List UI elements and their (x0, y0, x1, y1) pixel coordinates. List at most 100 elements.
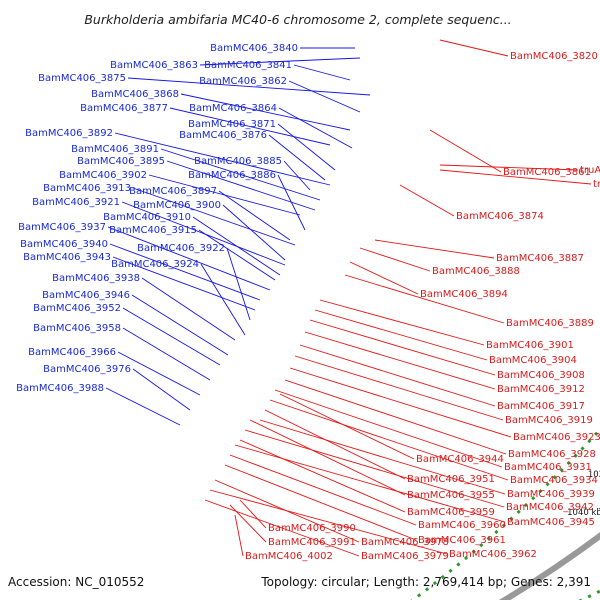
gene-label-forward[interactable]: BamMC406_3946 (42, 290, 130, 301)
gene-label-reverse[interactable]: trpA (593, 179, 600, 190)
gene-label-forward[interactable]: BamMC406_3868 (91, 89, 179, 100)
gene-label-forward[interactable]: BamMC406_3897 (129, 186, 217, 197)
gene-label-reverse[interactable]: BamMC406_3917 (497, 401, 585, 412)
red-leader-line (289, 367, 512, 438)
gene-label-reverse[interactable]: BamMC406_3939 (507, 489, 595, 500)
gene-label-forward[interactable]: BamMC406_3940 (20, 239, 108, 250)
red-leader-line (209, 489, 448, 555)
gene-label-reverse[interactable]: BamMC406_3960 (418, 520, 506, 531)
gene-label-forward[interactable]: BamMC406_3841 (204, 60, 292, 71)
red-leader-line (234, 444, 506, 523)
gene-label-reverse[interactable]: BamMC406_3887 (496, 253, 584, 264)
gene-label-reverse[interactable]: BamMC406_3894 (420, 289, 508, 300)
gene-label-reverse[interactable]: BamMC406_3904 (489, 355, 577, 366)
red-leader-line (239, 499, 267, 529)
gene-label-forward[interactable]: BamMC406_3900 (133, 200, 221, 211)
gene-label-reverse[interactable]: BamMC406_3991 (268, 537, 356, 548)
red-leader-line (264, 409, 406, 480)
red-leader-line (244, 429, 505, 508)
red-leader-line (304, 331, 496, 390)
blue-leader-line (107, 226, 271, 291)
blue-leader-line (277, 123, 336, 171)
gene-label-reverse[interactable]: BamMC406_3959 (407, 507, 495, 518)
blue-leader-line (218, 190, 291, 241)
gene-label-reverse[interactable]: BamMC406_3931 (504, 462, 592, 473)
red-leader-line (314, 309, 488, 361)
blue-leader-line (127, 77, 371, 96)
blue-leader-line (192, 216, 281, 276)
gene-label-forward[interactable]: BamMC406_3886 (188, 170, 276, 181)
gene-label-forward[interactable]: BamMC406_3938 (52, 273, 140, 284)
red-leader-line (319, 299, 485, 346)
gene-label-forward[interactable]: BamMC406_3915 (109, 225, 197, 236)
gene-label-reverse[interactable]: BamMC406_4002 (245, 551, 333, 562)
gene-label-forward[interactable]: BamMC406_3921 (32, 197, 120, 208)
gene-label-reverse[interactable]: BamMC406_3955 (407, 490, 495, 501)
gene-label-reverse[interactable]: BamMC406_3961 (418, 535, 506, 546)
gene-label-reverse[interactable]: truA (580, 165, 600, 176)
red-leader-line (249, 419, 406, 496)
gene-label-reverse[interactable]: BamMC406_3889 (506, 318, 594, 329)
gene-label-reverse[interactable]: BamMC406_3951 (407, 474, 495, 485)
gene-label-forward[interactable]: BamMC406_3875 (38, 73, 126, 84)
gene-label-forward[interactable]: BamMC406_3871 (188, 119, 276, 130)
gene-label-forward[interactable]: BamMC406_3895 (77, 156, 165, 167)
gene-label-reverse[interactable]: BamMC406_3861 (503, 167, 591, 178)
gene-label-forward[interactable]: BamMC406_3913 (43, 183, 131, 194)
blue-leader-line (122, 307, 221, 366)
gene-label-reverse[interactable]: BamMC406_3934 (510, 475, 598, 486)
gene-label-forward[interactable]: BamMC406_3988 (16, 383, 104, 394)
gene-label-forward[interactable]: BamMC406_3885 (194, 156, 282, 167)
gene-labels: BamMC406_3840 BamMC406_3863 BamMC406_3841 B… (16, 43, 600, 562)
gene-label-reverse[interactable]: BamMC406_3945 (507, 517, 595, 528)
gene-label-reverse[interactable]: BamMC406_3923 (513, 432, 600, 443)
gene-label-reverse[interactable]: BamMC406_3908 (497, 370, 585, 381)
gene-label-forward[interactable]: BamMC406_3958 (33, 323, 121, 334)
gene-label-forward[interactable]: BamMC406_3862 (199, 76, 287, 87)
gene-label-forward[interactable]: BamMC406_3922 (137, 243, 225, 254)
red-leader-line (229, 454, 417, 526)
gene-label-forward[interactable]: BamMC406_3863 (110, 60, 198, 71)
gene-label-reverse[interactable]: BamMC406_3944 (416, 454, 504, 465)
gene-label-forward[interactable]: BamMC406_3937 (18, 222, 106, 233)
gene-label-forward[interactable]: BamMC406_3876 (179, 130, 267, 141)
gene-label-forward[interactable]: BamMC406_3910 (103, 212, 191, 223)
gene-label-forward[interactable]: BamMC406_3976 (43, 364, 131, 375)
gene-label-reverse[interactable]: BamMC406_3874 (456, 211, 544, 222)
gene-label-forward[interactable]: BamMC406_3943 (23, 252, 111, 263)
gene-label-reverse[interactable]: BamMC406_3820 (510, 51, 598, 62)
gene-label-reverse[interactable]: BamMC406_3912 (497, 384, 585, 395)
red-leader-line (274, 389, 503, 468)
gene-label-reverse[interactable]: BamMC406_3990 (268, 523, 356, 534)
gene-label-forward[interactable]: BamMC406_3877 (80, 103, 168, 114)
gene-label-forward[interactable]: BamMC406_3892 (25, 128, 113, 139)
gene-label-reverse[interactable]: BamMC406_3919 (505, 415, 593, 426)
accession-text: Accession: NC_010552 (8, 575, 144, 589)
red-leader-line (279, 393, 415, 460)
gene-label-forward[interactable]: BamMC406_3891 (71, 144, 159, 155)
gene-label-reverse[interactable]: BamMC406_3888 (432, 266, 520, 277)
gene-label-forward[interactable]: BamMC406_3840 (210, 43, 298, 54)
gene-label-forward[interactable]: BamMC406_3966 (28, 347, 116, 358)
gene-label-reverse[interactable]: BamMC406_3901 (486, 340, 574, 351)
red-leader-line (399, 184, 455, 217)
gene-label-reverse[interactable]: BamMC406_3979 (361, 551, 449, 562)
gene-label-forward[interactable]: BamMC406_3924 (111, 259, 199, 270)
blue-leader-line (222, 204, 286, 261)
gene-label-forward[interactable]: BamMC406_3952 (33, 303, 121, 314)
gene-label-reverse[interactable]: BamMC406_3942 (506, 502, 594, 513)
gene-label-reverse[interactable]: BamMC406_3962 (449, 549, 537, 560)
map-rings (410, 427, 600, 600)
blue-leader-line (277, 174, 306, 231)
blue-leader-line (166, 160, 316, 211)
gene-label-reverse[interactable]: BamMC406_3978 (361, 537, 449, 548)
gene-label-forward[interactable]: BamMC406_3864 (189, 103, 277, 114)
gene-label-forward[interactable]: BamMC406_3902 (59, 170, 147, 181)
blue-leader-line (268, 134, 326, 181)
gene-label-reverse[interactable]: BamMC406_3928 (508, 449, 596, 460)
kbp-tick-label: 1020 kbp (588, 470, 600, 480)
red-leader-line (284, 379, 507, 455)
red-leader-line (439, 39, 509, 57)
blue-leader-line (288, 80, 361, 113)
